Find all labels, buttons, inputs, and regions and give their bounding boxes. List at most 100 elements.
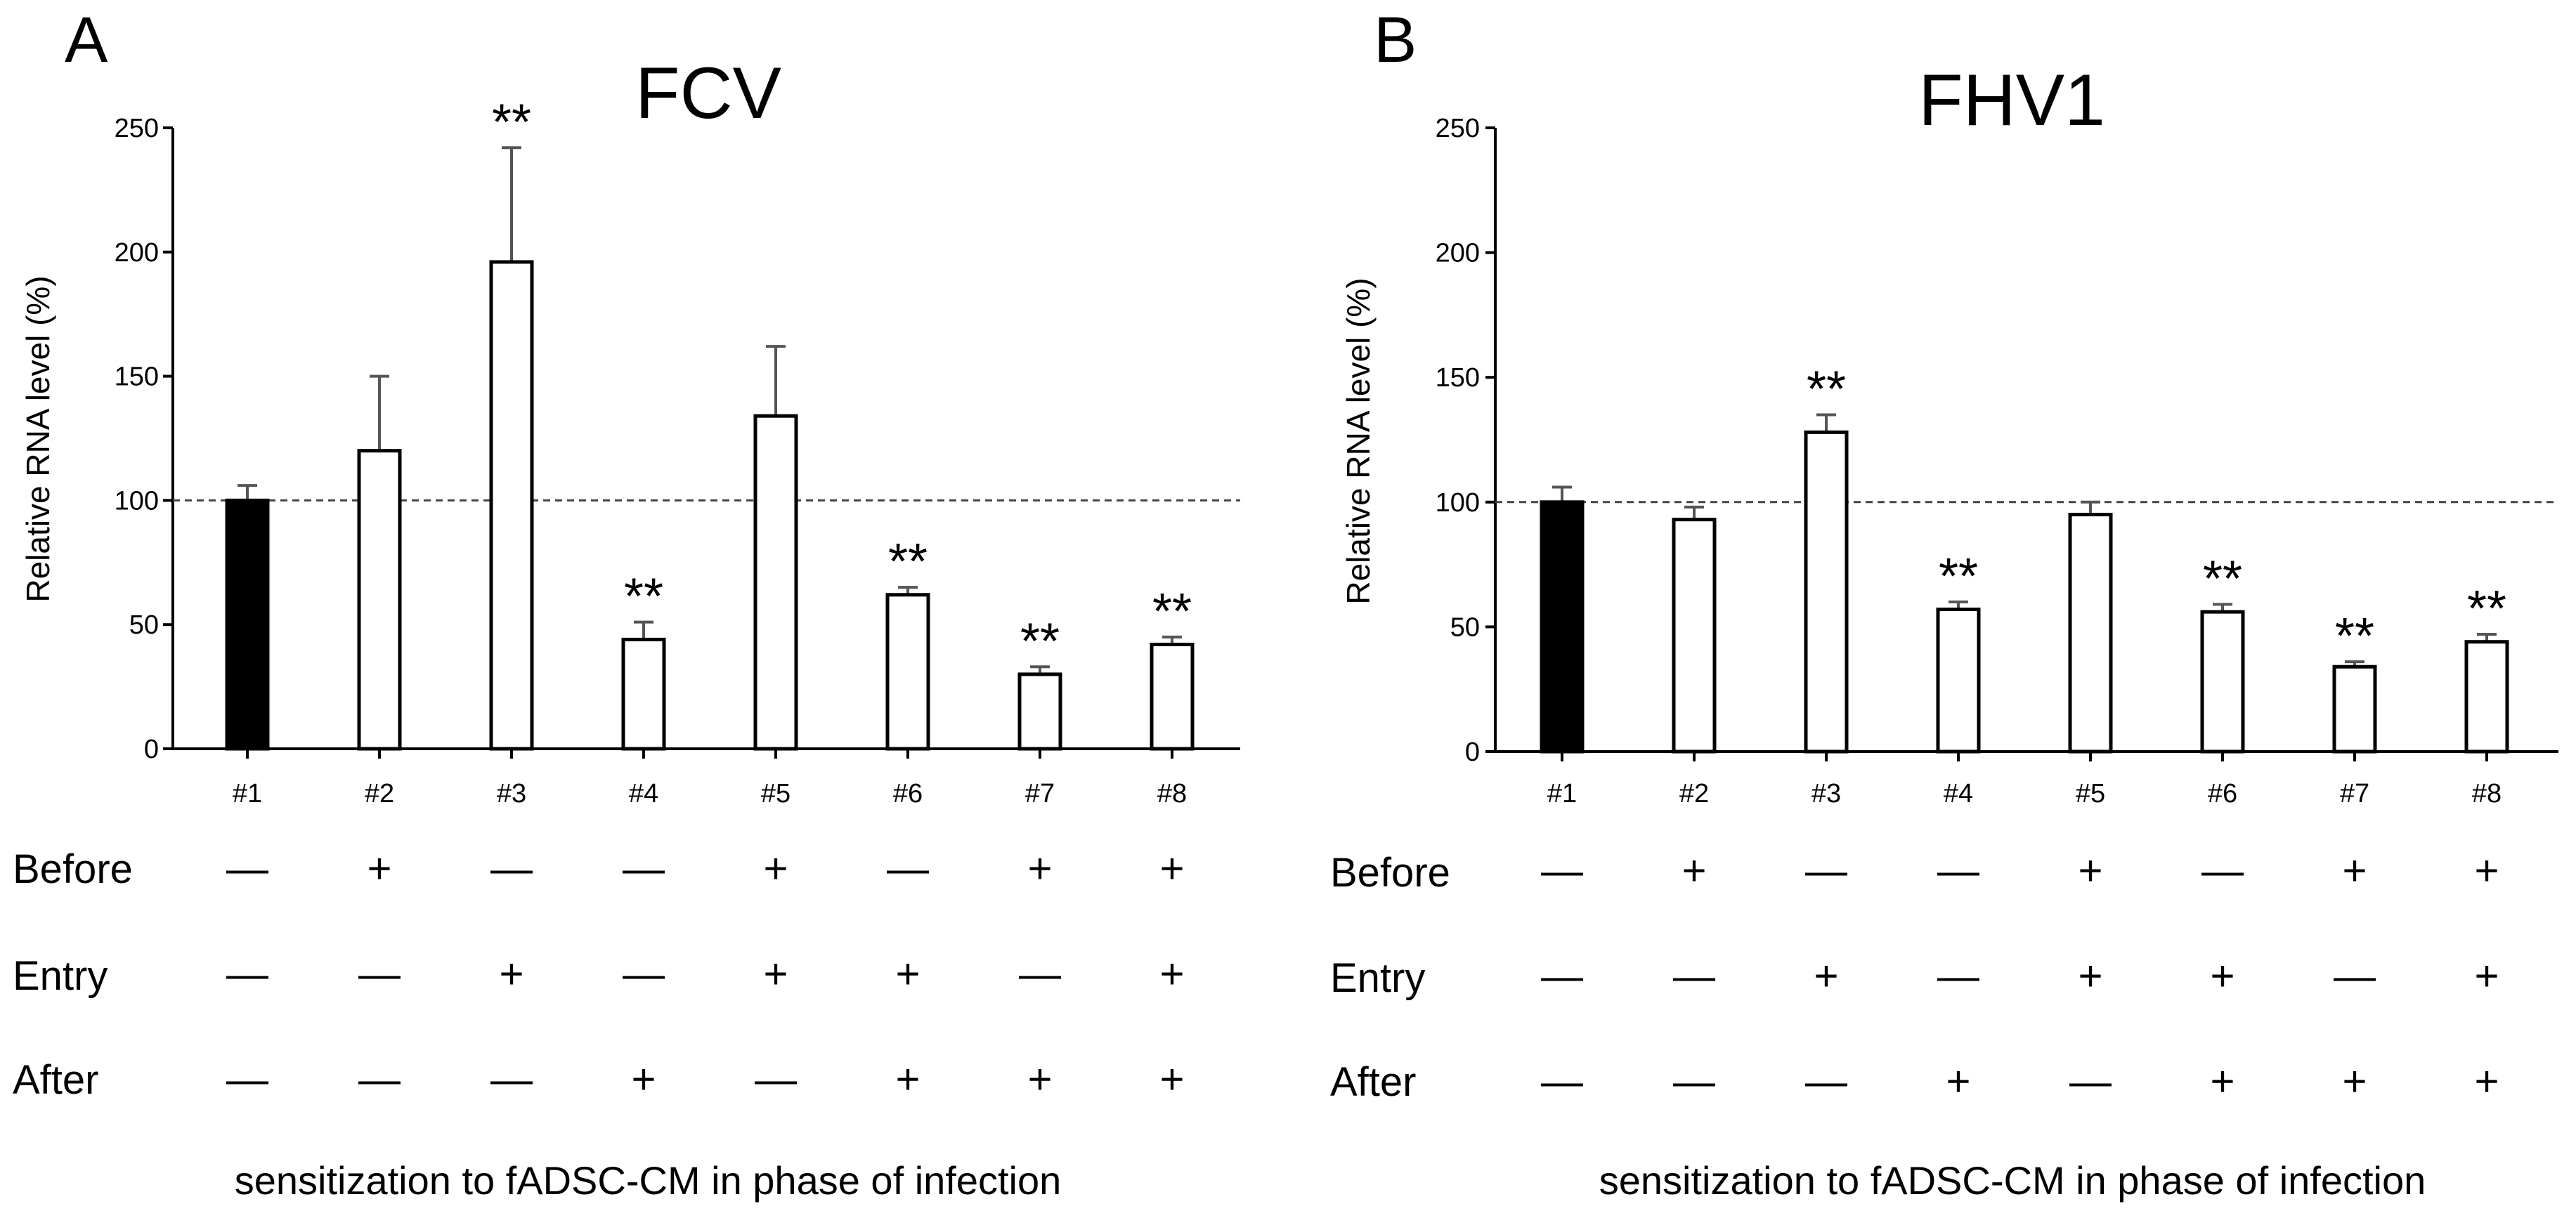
bar: [1150, 642, 1195, 751]
condition-mark: +: [2210, 952, 2235, 1000]
significance-label: **: [1939, 549, 1978, 605]
condition-mark: +: [1159, 1056, 1184, 1103]
row-label-after: After: [1330, 1059, 1417, 1105]
x-tick-label: #5: [2076, 779, 2105, 808]
y-tick-label: 50: [1450, 613, 1480, 642]
condition-mark: —: [226, 950, 268, 997]
condition-mark: +: [2342, 847, 2367, 894]
condition-mark: +: [1159, 950, 1184, 997]
condition-mark: —: [226, 1056, 268, 1103]
bar: [2068, 513, 2113, 754]
chart-panel-b: B FHV1 Relative RNA level (%) sensitizat…: [1288, 0, 2576, 1218]
condition-mark: —: [1541, 1058, 1583, 1105]
condition-mark: —: [2334, 952, 2376, 1000]
condition-mark: —: [1673, 952, 1715, 1000]
bar: [1804, 430, 1849, 754]
y-tick-label: 200: [115, 238, 159, 268]
x-tick-label: #3: [1811, 779, 1841, 808]
condition-mark: +: [2342, 1058, 2367, 1105]
y-axis-label: Relative RNA level (%): [20, 275, 56, 602]
x-tick-label: #4: [1944, 779, 1973, 808]
condition-mark: +: [631, 1056, 656, 1103]
row-label-before: Before: [13, 846, 133, 892]
y-tick-label: 100: [1436, 488, 1480, 518]
y-tick-label: 0: [1465, 738, 1480, 767]
bar: [753, 414, 798, 751]
significance-label: **: [492, 94, 531, 150]
x-tick-label: #1: [1547, 779, 1577, 808]
bar: [225, 498, 270, 751]
condition-mark: —: [490, 845, 533, 892]
condition-mark: +: [763, 845, 788, 892]
significance-label: **: [888, 534, 928, 590]
condition-mark: —: [1541, 952, 1583, 1000]
chart-title: FHV1: [1918, 60, 2105, 141]
condition-mark: +: [895, 1056, 920, 1103]
condition-mark: +: [1946, 1058, 1970, 1105]
y-tick-label: 150: [1436, 363, 1480, 393]
condition-mark: —: [1937, 847, 1979, 894]
condition-mark: —: [358, 1056, 401, 1103]
condition-mark: —: [1937, 952, 1979, 1000]
condition-mark: —: [1541, 847, 1583, 894]
bar: [885, 593, 930, 751]
y-tick-label: 250: [115, 114, 159, 143]
row-label-before: Before: [1330, 850, 1450, 896]
condition-mark: +: [499, 950, 523, 997]
condition-mark: —: [226, 845, 268, 892]
y-tick-label: 200: [1436, 239, 1480, 268]
condition-mark: +: [1159, 845, 1184, 892]
x-tick-label: #7: [1025, 779, 1055, 808]
panel-letter: A: [65, 4, 108, 76]
condition-mark: +: [1027, 845, 1052, 892]
significance-label: **: [1020, 613, 1060, 669]
significance-label: **: [1152, 584, 1192, 640]
condition-mark: —: [1805, 847, 1847, 894]
x-tick-label: #6: [2208, 779, 2237, 808]
row-label-entry: Entry: [13, 953, 108, 999]
condition-mark: +: [2474, 847, 2499, 894]
condition-mark: +: [1027, 1056, 1052, 1103]
x-tick-label: #2: [1679, 779, 1709, 808]
condition-mark: —: [1673, 1058, 1715, 1105]
condition-mark: +: [2210, 1058, 2235, 1105]
condition-mark: +: [895, 950, 920, 997]
y-tick-label: 100: [115, 486, 159, 516]
bar: [2332, 664, 2377, 754]
condition-mark: +: [367, 845, 391, 892]
significance-label: **: [624, 569, 663, 625]
bar: [357, 449, 402, 751]
condition-mark: —: [1019, 950, 1061, 997]
y-tick-label: 250: [1436, 114, 1480, 143]
x-axis-caption: sensitization to fADSC-CM in phase of in…: [1599, 1158, 2426, 1203]
bar: [1540, 500, 1585, 754]
y-tick-label: 0: [144, 735, 159, 764]
fhv1-chart: B FHV1 Relative RNA level (%) sensitizat…: [1330, 4, 2558, 1203]
significance-label: **: [2203, 551, 2242, 607]
bar: [2200, 610, 2245, 754]
x-tick-label: #1: [233, 779, 262, 808]
bar: [2464, 640, 2509, 754]
condition-mark: —: [2069, 1058, 2112, 1105]
chart-panel-a: A FCV Relative RNA level (%) sensitizati…: [13, 4, 1240, 1203]
panel-letter: B: [1374, 4, 1417, 76]
x-tick-label: #2: [365, 779, 394, 808]
bar: [1672, 518, 1717, 754]
x-axis-caption: sensitization to fADSC-CM in phase of in…: [235, 1158, 1062, 1203]
x-tick-label: #8: [2472, 779, 2502, 808]
condition-mark: —: [490, 1056, 533, 1103]
x-tick-label: #6: [893, 779, 923, 808]
bar: [489, 260, 534, 751]
significance-label: **: [1807, 361, 1846, 417]
condition-mark: +: [2474, 952, 2499, 1000]
x-tick-label: #7: [2340, 779, 2369, 808]
x-tick-label: #8: [1157, 779, 1187, 808]
condition-mark: —: [887, 845, 929, 892]
condition-mark: +: [2078, 952, 2102, 1000]
x-tick-label: #4: [629, 779, 658, 808]
condition-mark: +: [763, 950, 788, 997]
condition-mark: +: [2078, 847, 2102, 894]
bar: [621, 637, 666, 751]
condition-mark: —: [623, 950, 665, 997]
condition-mark: —: [2201, 847, 2244, 894]
